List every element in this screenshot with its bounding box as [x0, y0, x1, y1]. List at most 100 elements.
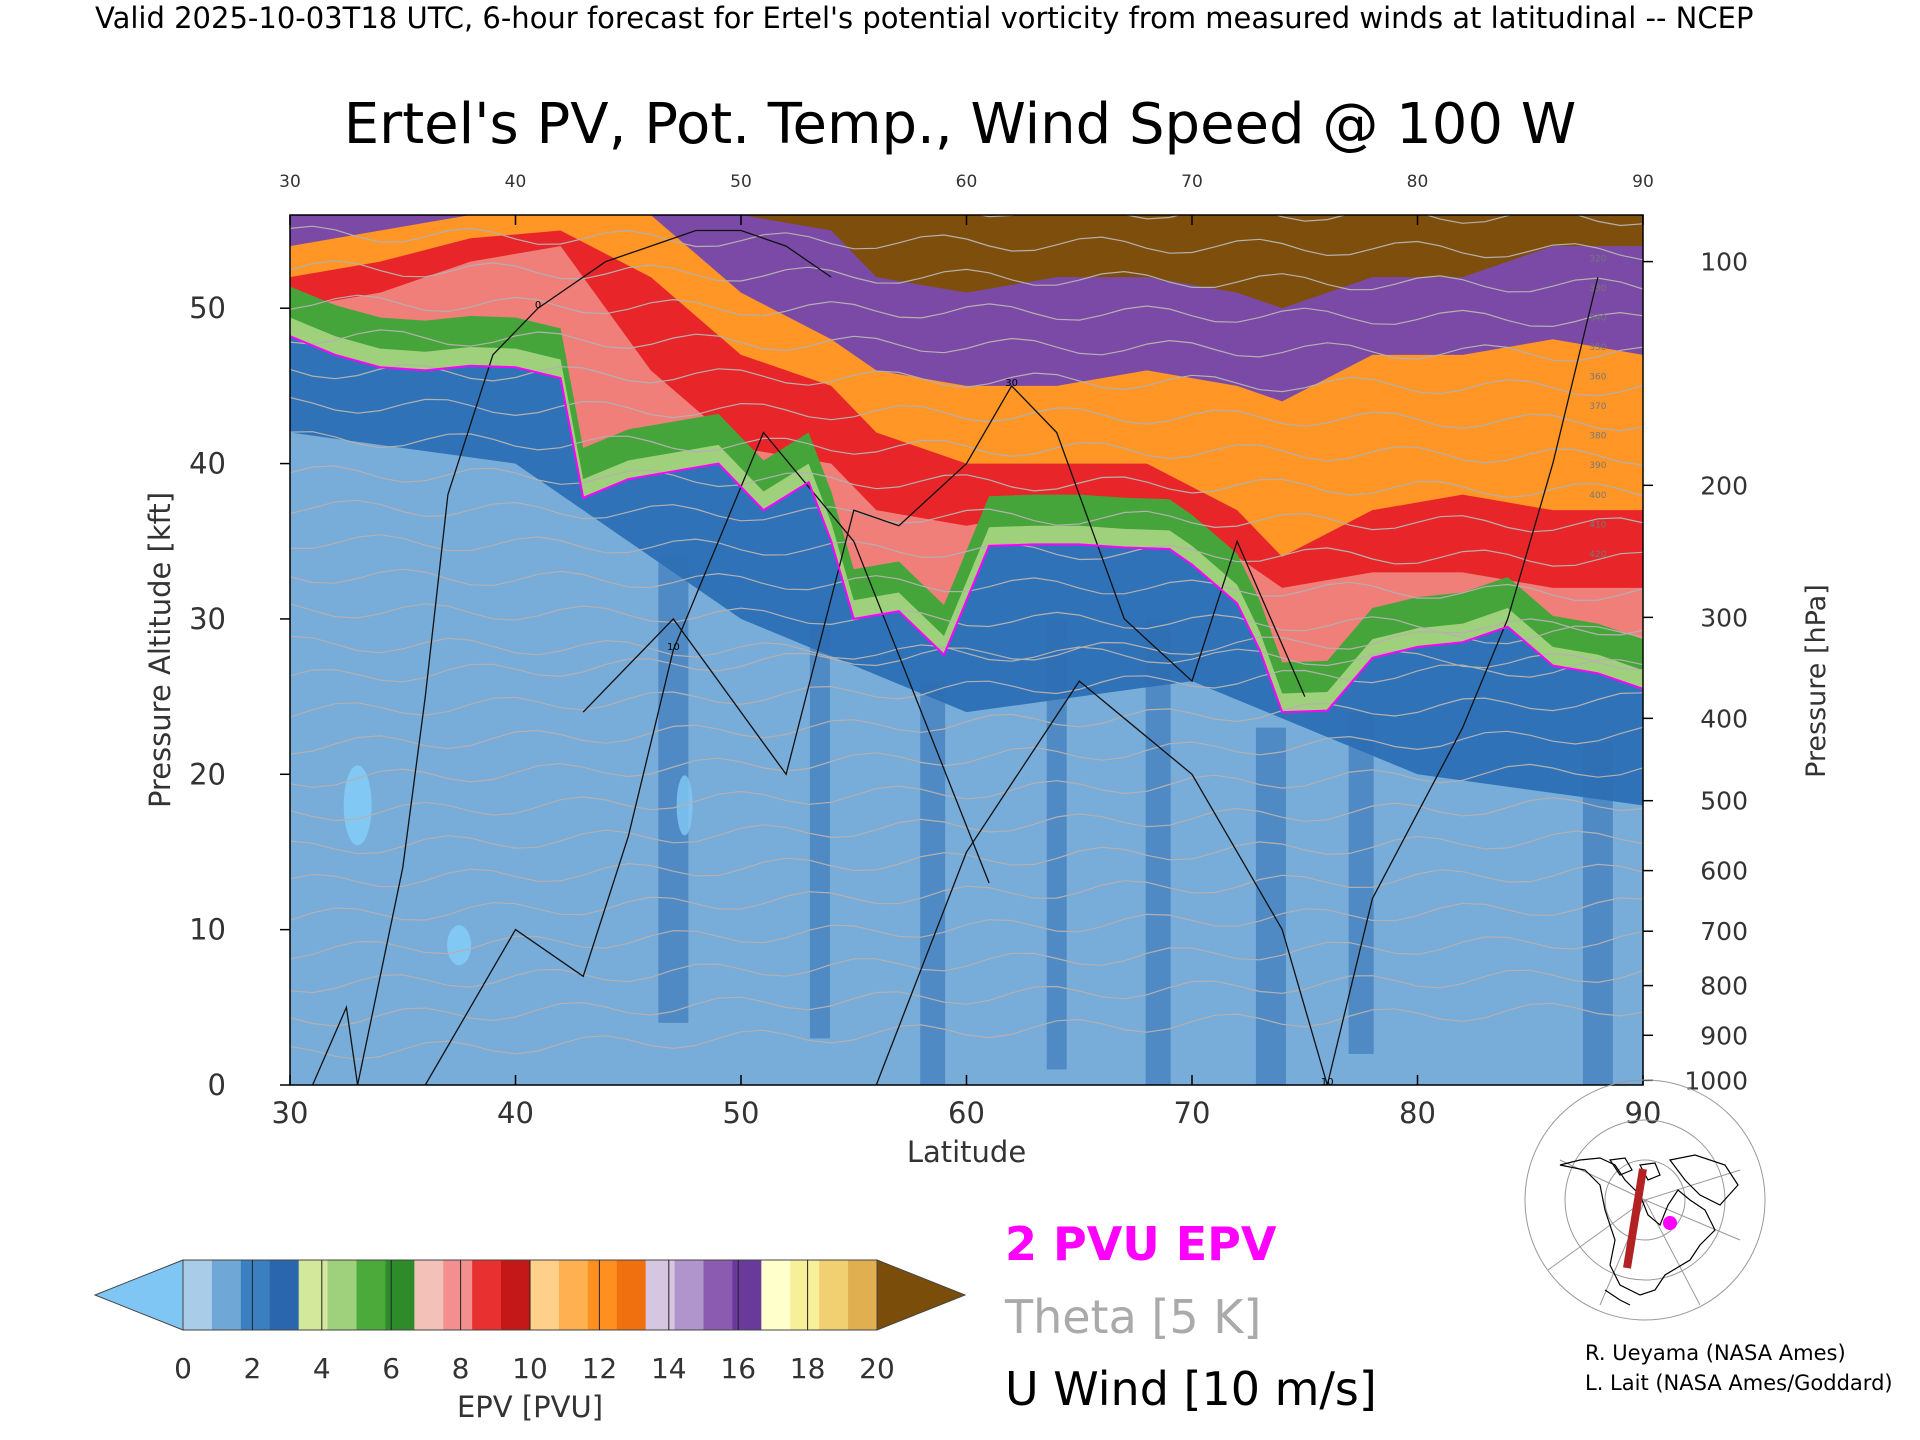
epv-fill-layers	[290, 215, 1643, 1085]
theta-contour	[290, 465, 1643, 499]
theta-label: 360	[1589, 373, 1606, 383]
epv-low-patch	[447, 925, 472, 966]
credit-line-2: L. Lait (NASA Ames/Goddard)	[1585, 1371, 1893, 1395]
colorbar-over-arrow	[876, 1259, 967, 1331]
colorbar-swatch	[443, 1260, 473, 1330]
colorbar-swatch	[356, 1260, 387, 1330]
y2-axis-label: Pressure [hPa]	[1801, 584, 1832, 778]
epv-streak	[809, 618, 830, 1039]
epv-streak	[920, 681, 946, 1085]
theta-contour	[290, 499, 1643, 533]
y-tick-label: 40	[189, 447, 226, 481]
wind-contour	[875, 276, 1599, 1085]
y-tick-label: 50	[189, 291, 226, 325]
tropopause-2pvu	[290, 335, 1643, 714]
header-line: Valid 2025-10-03T18 UTC, 6-hour forecast…	[95, 1, 1753, 35]
theta-label: 420	[1589, 550, 1606, 560]
theta-contour	[290, 969, 1643, 1027]
colorbar-tick-label: 4	[313, 1352, 331, 1385]
y-axis-label: Pressure Altitude [kft]	[143, 492, 177, 808]
colorbar-swatch	[761, 1260, 791, 1330]
colorbar-swatch	[616, 1260, 647, 1330]
pressure-tick-label: 1000	[1684, 1066, 1748, 1095]
theta-contour	[290, 568, 1643, 602]
x-tick-label: 40	[497, 1096, 534, 1130]
x-tick-label-top: 90	[1632, 172, 1654, 192]
y-tick-label: 30	[189, 602, 226, 636]
x-tick-label-top: 50	[730, 172, 752, 192]
x-tick-label: 30	[272, 1096, 309, 1130]
colorbar-swatch	[703, 1260, 734, 1330]
colorbar-tick-label: 0	[174, 1352, 192, 1385]
theta-contour	[290, 863, 1643, 921]
x-tick-label-top: 70	[1181, 172, 1203, 192]
theta-contour	[290, 431, 1643, 466]
x-tick-label-top: 60	[956, 172, 978, 192]
theta-label: 410	[1589, 520, 1606, 530]
x-tick-label: 50	[723, 1096, 760, 1130]
colorbar-label: EPV [PVU]	[457, 1390, 603, 1424]
epv-streak	[1582, 743, 1613, 1085]
theta-contour	[290, 763, 1643, 822]
wind-contour-label: 0	[535, 300, 541, 311]
theta-contour	[290, 294, 1643, 328]
pressure-tick-label: 600	[1700, 857, 1748, 886]
epv-streak	[1348, 712, 1374, 1054]
colorbar-swatch	[501, 1260, 531, 1330]
x-tick-label-top: 40	[505, 172, 527, 192]
theta-contour	[290, 603, 1643, 636]
colorbar-swatch	[240, 1260, 271, 1330]
theta-contour	[290, 635, 1643, 671]
location-marker	[1663, 1216, 1677, 1230]
wind-contour	[424, 431, 990, 1085]
theta-label: 330	[1589, 284, 1606, 294]
colorbar: 0 2 4 6 8 10 12 14 16 18 20	[93, 1259, 967, 1385]
wind-contour-label: 30	[1005, 378, 1018, 389]
colorbar-tick-label: 16	[720, 1352, 756, 1385]
x-tick-label-top: 80	[1407, 172, 1429, 192]
x-tick-label: 70	[1174, 1096, 1211, 1130]
x-tick-label-top: 30	[279, 172, 301, 192]
wind-contour	[312, 229, 832, 1085]
pressure-tick-label: 200	[1700, 471, 1748, 500]
theta-contour	[290, 396, 1643, 432]
theta-contour	[290, 625, 1643, 683]
colorbar-swatch	[298, 1260, 329, 1330]
wind-contour-label: 10	[1321, 1077, 1334, 1088]
colorbar-swatch	[472, 1260, 502, 1330]
theta-label: 400	[1589, 491, 1606, 501]
colorbar-tick-label: 8	[452, 1352, 470, 1385]
map-coastlines	[1559, 1154, 1739, 1306]
legend-wind: U Wind [10 m/s]	[1005, 1362, 1377, 1416]
pressure-tick-label: 900	[1700, 1021, 1748, 1050]
theta-label: 370	[1589, 402, 1606, 412]
pressure-tick-label: 700	[1700, 917, 1748, 946]
theta-contour	[290, 797, 1643, 855]
colorbar-tick-label: 14	[651, 1352, 687, 1385]
colorbar-swatch	[183, 1260, 213, 1330]
locator-map	[1524, 1079, 1766, 1321]
x-axis-label: Latitude	[907, 1135, 1026, 1169]
theta-label: 390	[1589, 461, 1606, 471]
theta-contour	[290, 363, 1643, 397]
theta-label: 320	[1589, 255, 1606, 265]
colorbar-tick-label: 10	[512, 1352, 548, 1385]
theta-label: 340	[1589, 314, 1606, 324]
colorbar-swatch	[385, 1260, 415, 1330]
colorbar-swatch	[645, 1260, 676, 1330]
theta-label: 380	[1589, 432, 1606, 442]
pressure-tick-label: 400	[1700, 704, 1748, 733]
x-tick-label: 90	[1625, 1096, 1662, 1130]
epv-streak	[1046, 618, 1067, 1070]
y-tick-label: 10	[189, 913, 226, 947]
theta-contour	[290, 930, 1643, 994]
tropopause-line	[290, 335, 1643, 714]
x-tick-label: 80	[1399, 1096, 1436, 1130]
colorbar-swatch	[732, 1260, 762, 1330]
colorbar-swatch	[530, 1260, 560, 1330]
wind-contour	[582, 384, 1306, 776]
theta-contour	[290, 225, 1643, 261]
axes: 3030404050506060707080809090010203040501…	[143, 172, 1832, 1169]
